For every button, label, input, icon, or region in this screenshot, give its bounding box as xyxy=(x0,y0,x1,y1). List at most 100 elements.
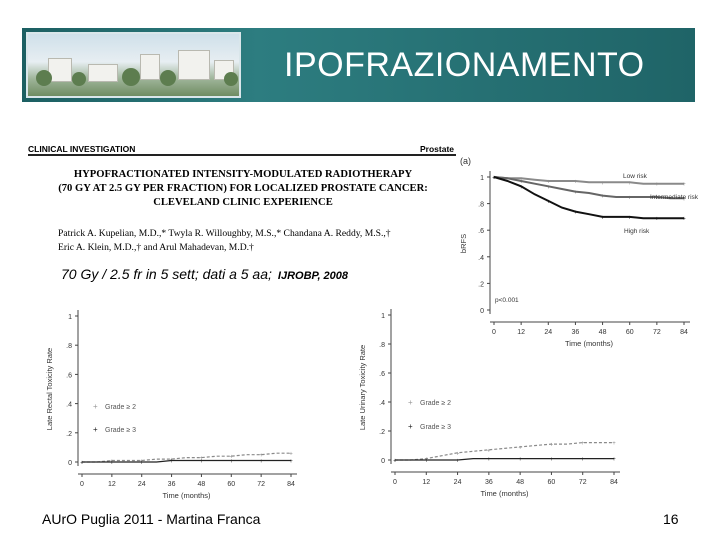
x-tick-label: 48 xyxy=(198,481,206,488)
censor-mark: + xyxy=(655,195,659,201)
censor-mark: + xyxy=(547,179,551,185)
censor-mark: + xyxy=(487,448,491,454)
censor-mark: + xyxy=(80,461,84,467)
p-value-annotation: p<0.001 xyxy=(495,297,519,304)
paper-category: CLINICAL INVESTIGATION xyxy=(28,144,136,154)
y-tick-label: .6 xyxy=(478,228,484,235)
censor-mark: + xyxy=(170,459,174,465)
x-tick-label: 24 xyxy=(544,329,552,336)
x-tick-label: 60 xyxy=(626,329,634,336)
legend-label: Grade ≥ 3 xyxy=(105,427,136,434)
caption-text: 70 Gy / 2.5 fr in 5 sett; dati a 5 aa; xyxy=(61,266,272,282)
censor-mark: + xyxy=(80,461,84,467)
y-tick-label: 0 xyxy=(68,460,72,467)
censor-mark: + xyxy=(601,181,605,187)
censor-mark: + xyxy=(492,176,496,182)
censor-mark: + xyxy=(581,457,585,463)
x-tick-label: 12 xyxy=(422,479,430,486)
legend-marker: + xyxy=(408,398,413,407)
x-tick-label: 60 xyxy=(548,479,556,486)
y-tick-label: .4 xyxy=(478,255,484,262)
series-line xyxy=(82,459,291,463)
x-tick-label: 0 xyxy=(80,481,84,488)
censor-mark: + xyxy=(628,181,632,187)
legend-marker: + xyxy=(93,402,98,411)
y-tick-label: .4 xyxy=(379,400,385,407)
y-tick-label: .8 xyxy=(66,343,72,350)
y-tick-label: .2 xyxy=(379,429,385,436)
legend-label: Grade ≥ 2 xyxy=(105,404,136,411)
x-tick-label: 84 xyxy=(680,329,688,336)
x-axis-label: Time (months) xyxy=(480,489,529,498)
censor-mark: + xyxy=(519,179,523,185)
x-tick-label: 0 xyxy=(492,329,496,336)
caption-source: IJROBP, 2008 xyxy=(277,270,349,282)
legend-marker: + xyxy=(408,422,413,431)
y-tick-label: .2 xyxy=(66,431,72,438)
legend-label: Grade ≥ 3 xyxy=(420,424,451,431)
paper-title: HYPOFRACTIONATED INTENSITY-MODULATED RAD… xyxy=(58,168,428,210)
legend-label: Grade ≥ 2 xyxy=(420,400,451,407)
censor-mark: + xyxy=(682,197,686,203)
brfs-chart: 0 .2 .4 .6 .8 1 0 12 24 36 48 60 72 84 Time (months) bR… xyxy=(459,156,699,348)
y-tick-label: .4 xyxy=(66,402,72,409)
censor-mark: + xyxy=(393,459,397,465)
censor-mark: + xyxy=(259,453,263,459)
series-line xyxy=(493,176,684,220)
censor-mark: + xyxy=(574,179,578,185)
y-axis-label: Late Rectal Toxicity Rate xyxy=(45,348,54,430)
paper-title-line: (70 GY AT 2.5 GY PER FRACTION) FOR LOCAL… xyxy=(58,183,428,194)
censor-mark: + xyxy=(230,459,234,465)
censor-mark: + xyxy=(200,456,204,462)
censor-mark: + xyxy=(519,185,523,191)
series-line xyxy=(493,176,684,185)
censor-mark: + xyxy=(682,182,686,188)
paper-title-line: HYPOFRACTIONATED INTENSITY-MODULATED RAD… xyxy=(73,169,413,180)
y-tick-label: .6 xyxy=(66,372,72,379)
paper-author-line: Patrick A. Kupelian, M.D.,* Twyla R. Wil… xyxy=(58,228,391,239)
censor-mark: + xyxy=(550,443,554,449)
series-line xyxy=(395,458,614,461)
censor-mark: + xyxy=(628,195,632,201)
x-tick-label: 12 xyxy=(517,329,525,336)
series-label-low-risk: Low risk xyxy=(623,173,648,180)
x-tick-label: 36 xyxy=(572,329,580,336)
series-line xyxy=(395,442,614,461)
y-tick-label: .6 xyxy=(379,371,385,378)
y-axis-label: Late Urinary Toxicity Rate xyxy=(358,345,367,430)
censor-mark: + xyxy=(581,441,585,447)
y-tick-label: 0 xyxy=(381,458,385,465)
series-line xyxy=(493,176,684,200)
censor-mark: + xyxy=(492,176,496,182)
censor-mark: + xyxy=(601,194,605,200)
y-tick-label: .8 xyxy=(478,202,484,209)
censor-mark: + xyxy=(393,459,397,465)
censor-mark: + xyxy=(140,461,144,467)
slide-title: IPOFRAZIONAMENTO xyxy=(284,46,645,84)
y-tick-label: .2 xyxy=(478,281,484,288)
censor-mark: + xyxy=(487,457,491,463)
y-tick-label: .8 xyxy=(379,342,385,349)
x-tick-label: 36 xyxy=(485,479,493,486)
x-tick-label: 60 xyxy=(227,481,235,488)
censor-mark: + xyxy=(612,441,616,447)
censor-mark: + xyxy=(492,176,496,182)
censor-mark: + xyxy=(289,452,293,458)
censor-mark: + xyxy=(519,177,523,183)
rectal-toxicity-chart: 0 .2 .4 .6 .8 1 0 12 24 36 48 60 72 84 Time (months) La… xyxy=(45,310,297,500)
banner-photo xyxy=(26,32,241,98)
censor-mark: + xyxy=(612,457,616,463)
censor-mark: + xyxy=(456,459,460,465)
x-axis-label: Time (months) xyxy=(162,491,211,500)
x-tick-label: 0 xyxy=(393,479,397,486)
censor-mark: + xyxy=(682,217,686,223)
censor-mark: + xyxy=(655,217,659,223)
censor-mark: + xyxy=(425,459,429,465)
x-tick-label: 12 xyxy=(108,481,116,488)
censor-mark: + xyxy=(110,461,114,467)
page-number: 16 xyxy=(663,511,679,527)
series-label-intermediate-risk: Intermediate risk xyxy=(650,194,699,201)
censor-mark: + xyxy=(259,459,263,465)
censor-mark: + xyxy=(456,451,460,457)
censor-mark: + xyxy=(601,215,605,221)
